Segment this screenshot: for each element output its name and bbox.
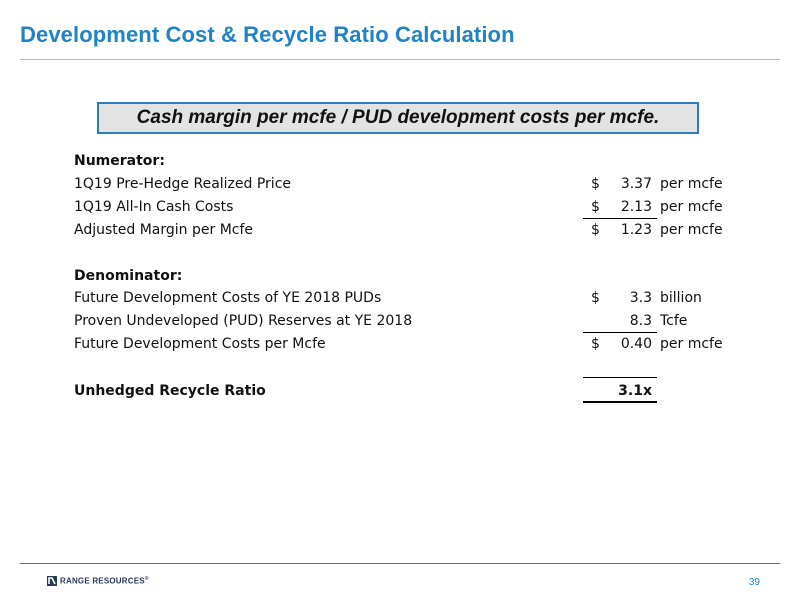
row-label: Future Development Costs per Mcfe [74,336,326,352]
company-logo: RANGE RESOURCES® [47,576,149,586]
table-row: 1Q19 Pre-Hedge Realized Price $ 3.37 per… [0,176,800,198]
table-row: Adjusted Margin per Mcfe $ 1.23 per mcfe [0,222,800,244]
row-unit: per mcfe [660,199,723,215]
row-value: 3.3 [629,290,652,306]
currency-symbol: $ [591,336,600,352]
row-unit: Tcfe [660,313,688,329]
currency-symbol: $ [591,222,600,238]
numerator-heading-row: Numerator: [0,153,800,175]
row-unit: per mcfe [660,222,723,238]
row-value: 3.37 [620,176,652,192]
row-label: Proven Undeveloped (PUD) Reserves at YE … [74,313,413,329]
denominator-heading: Denominator: [74,268,183,284]
slide-title: Development Cost & Recycle Ratio Calcula… [20,22,515,47]
footer-divider [20,563,780,564]
row-label: Future Development Costs of YE 2018 PUDs [74,290,382,306]
table-row: Proven Undeveloped (PUD) Reserves at YE … [0,313,800,335]
result-top-rule [583,377,657,378]
subtotal-underline [583,332,657,333]
row-value: 8.3 [629,313,652,329]
currency-symbol: $ [591,176,600,192]
row-unit: per mcfe [660,336,723,352]
result-bottom-rule [583,401,657,403]
logo-text: RANGE RESOURCES® [60,576,149,586]
row-value: 0.40 [620,336,652,352]
table-row: Future Development Costs of YE 2018 PUDs… [0,290,800,312]
page-number: 39 [748,577,760,588]
result-label: Unhedged Recycle Ratio [74,383,266,399]
formula-box: Cash margin per mcfe / PUD development c… [97,102,699,134]
row-label: 1Q19 Pre-Hedge Realized Price [74,176,291,192]
title-divider [20,59,780,60]
row-label: 1Q19 All-In Cash Costs [74,199,234,215]
range-logo-icon [47,576,57,586]
currency-symbol: $ [591,290,600,306]
table-row: 1Q19 All-In Cash Costs $ 2.13 per mcfe [0,199,800,221]
result-row: Unhedged Recycle Ratio 3.1x [0,383,800,405]
row-unit: billion [660,290,702,306]
row-value: 1.23 [620,222,652,238]
numerator-heading: Numerator: [74,153,165,169]
row-label: Adjusted Margin per Mcfe [74,222,254,238]
subtotal-underline [583,218,657,219]
denominator-heading-row: Denominator: [0,268,800,290]
row-value: 2.13 [620,199,652,215]
row-unit: per mcfe [660,176,723,192]
table-row: Future Development Costs per Mcfe $ 0.40… [0,336,800,358]
result-value: 3.1x [618,383,652,399]
formula-text: Cash margin per mcfe / PUD development c… [136,107,660,128]
currency-symbol: $ [591,199,600,215]
